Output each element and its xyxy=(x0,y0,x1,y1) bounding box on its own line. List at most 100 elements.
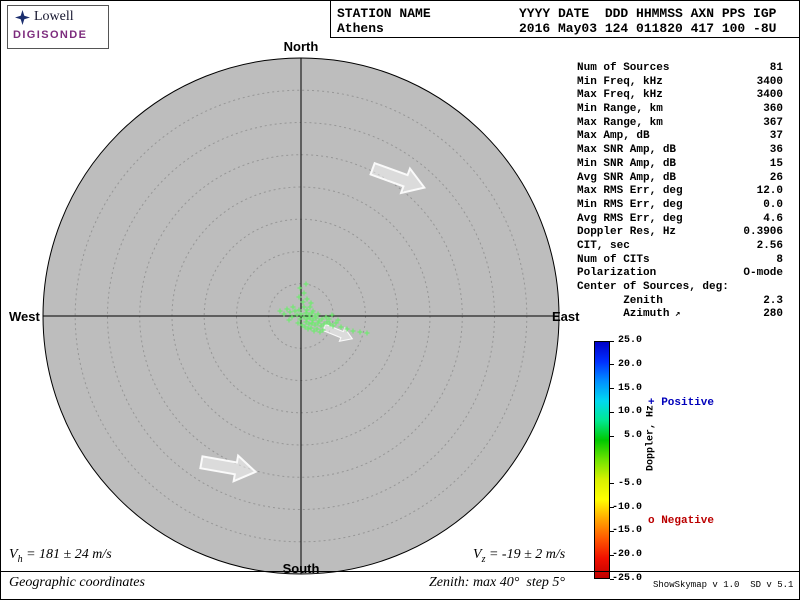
stat-row: Polarization O-mode xyxy=(577,267,783,281)
compass-east-label: East xyxy=(552,309,580,324)
colorbar-tick-mark xyxy=(610,340,614,342)
stat-row: Min Range, km 360 xyxy=(577,103,783,117)
stat-row: Zenith 2.3 xyxy=(577,295,783,309)
stat-label: Max Amp, dB xyxy=(577,130,650,143)
stat-value: 36 xyxy=(769,144,783,157)
stat-label: Doppler Res, Hz xyxy=(577,226,677,239)
colorbar-tick-mark xyxy=(610,435,614,437)
stat-row: Min SNR Amp, dB 15 xyxy=(577,158,783,172)
compass-north-label: North xyxy=(283,39,319,54)
logo-top-row: Lowell xyxy=(15,9,74,25)
stat-row: Min Freq, kHz 3400 xyxy=(577,76,783,90)
colorbar-tick-label: 10.0 xyxy=(617,406,642,418)
stat-row: Max Freq, kHz 3400 xyxy=(577,89,783,103)
stat-value: 37 xyxy=(769,130,783,143)
stat-value: 4.6 xyxy=(763,212,783,225)
stat-value: 26 xyxy=(769,171,783,184)
stat-label: Avg SNR Amp, dB xyxy=(577,171,677,184)
stat-label: Avg RMS Err, deg xyxy=(577,212,683,225)
station-name-label: STATION NAME xyxy=(337,6,431,21)
stat-label: Min RMS Err, deg xyxy=(577,198,683,211)
stat-value: 3400 xyxy=(756,75,783,88)
colorbar-tick-label: -10.0 xyxy=(612,501,643,513)
coordinates-note: Geographic coordinates xyxy=(9,575,145,590)
stat-value: 81 xyxy=(769,62,783,74)
stat-row: Max RMS Err, deg 12.0 xyxy=(577,185,783,199)
stat-row: Max SNR Amp, dB 36 xyxy=(577,144,783,158)
stat-value: 2.56 xyxy=(756,239,783,252)
colorbar-tick-mark xyxy=(610,578,614,580)
stat-row: Num of CITs 8 xyxy=(577,254,783,268)
stat-label: Min Freq, kHz xyxy=(577,75,663,88)
colorbar-tick-label: 5.0 xyxy=(623,430,642,442)
negative-doppler-legend: o Negative xyxy=(648,515,715,527)
colorbar-tick-label: -5.0 xyxy=(617,477,642,489)
vz-readout: Vz = -19 ± 2 m/s xyxy=(473,547,565,565)
colorbar-tick-label: -15.0 xyxy=(612,525,643,537)
stat-value: 360 xyxy=(763,103,783,116)
colorbar-tick-mark xyxy=(610,388,614,390)
vh-readout: Vh = 181 ± 24 m/s xyxy=(9,547,112,565)
doppler-colorbar xyxy=(594,341,610,579)
positive-doppler-legend: + Positive xyxy=(648,397,715,409)
vz-subscript: z xyxy=(481,553,486,565)
stat-label: Max SNR Amp, dB xyxy=(577,144,677,157)
stat-label: Max RMS Err, deg xyxy=(577,185,683,198)
vh-value: = 181 ± 24 m/s xyxy=(22,547,112,562)
colorbar-tick-label: 25.0 xyxy=(617,335,642,346)
stat-row: Azimuth ↗ 280 xyxy=(577,308,783,322)
version-label: ShowSkymap v 1.0 SD v 5.1 xyxy=(653,580,794,590)
stat-value: 2.3 xyxy=(763,294,783,307)
stats-panel: Num of Sources 81 Min Freq, kHz 3400 Max Fre… xyxy=(577,62,783,322)
stat-label: Center of Sources, deg: xyxy=(577,281,729,293)
stat-row: Center of Sources, deg: xyxy=(577,281,783,295)
time-header-value: 2016 May03 124 011820 417 100 -8U xyxy=(519,21,777,36)
vh-subscript: h xyxy=(17,553,23,565)
source-scatter-points xyxy=(277,281,370,336)
stat-label: Polarization xyxy=(577,267,657,280)
colorbar-tick-mark xyxy=(610,507,614,509)
stat-value: 8 xyxy=(776,253,783,266)
stat-row: Doppler Res, Hz 0.3906 xyxy=(577,226,783,240)
vh-symbol: V xyxy=(9,547,18,562)
stat-row: Max Amp, dB 37 xyxy=(577,130,783,144)
stat-value: 0.0 xyxy=(763,198,783,211)
footer-divider xyxy=(1,571,799,572)
stat-label: Num of Sources xyxy=(577,62,670,74)
colorbar-tick-mark xyxy=(610,483,614,485)
stat-row: Min RMS Err, deg 0.0 xyxy=(577,199,783,213)
logo-brand-text: Lowell xyxy=(34,9,74,24)
colorbar-tick-label: 15.0 xyxy=(617,382,642,394)
stat-value: O-mode xyxy=(743,267,783,280)
azimuth-direction-icon: ↗ xyxy=(669,309,681,320)
stat-value: 3400 xyxy=(756,89,783,102)
vz-value: = -19 ± 2 m/s xyxy=(485,547,566,562)
stat-label: Min SNR Amp, dB xyxy=(577,157,677,170)
stat-label: Max Range, km xyxy=(577,116,663,129)
colorbar-tick-mark xyxy=(610,554,614,556)
stat-row: Max Range, km 367 xyxy=(577,117,783,131)
station-name-value: Athens xyxy=(337,21,384,36)
stat-value: 12.0 xyxy=(756,185,783,198)
header-divider-horizontal xyxy=(330,37,799,38)
logo-digisonde-text: DIGISONDE xyxy=(13,29,88,41)
stat-row: CIT, sec 2.56 xyxy=(577,240,783,254)
vz-symbol: V xyxy=(473,547,482,562)
colorbar-tick-label: -25.0 xyxy=(612,573,643,584)
stat-label: Max Freq, kHz xyxy=(577,89,663,102)
stat-label: Min Range, km xyxy=(577,103,663,116)
stat-row: Avg SNR Amp, dB 26 xyxy=(577,172,783,186)
lowell-logo: Lowell DIGISONDE xyxy=(7,5,109,49)
stat-row: Avg RMS Err, deg 4.6 xyxy=(577,213,783,227)
colorbar-title: Doppler, Hz xyxy=(645,404,657,472)
stat-value: 0.3906 xyxy=(743,226,783,239)
colorbar-tick-mark xyxy=(610,364,614,366)
stat-value: 280 xyxy=(763,308,783,321)
compass-west-label: West xyxy=(9,309,40,324)
stat-label: Azimuth ↗ xyxy=(577,308,681,321)
colorbar-tick-label: 20.0 xyxy=(617,358,642,370)
stat-label: Num of CITs xyxy=(577,253,650,266)
stat-value: 367 xyxy=(763,116,783,129)
